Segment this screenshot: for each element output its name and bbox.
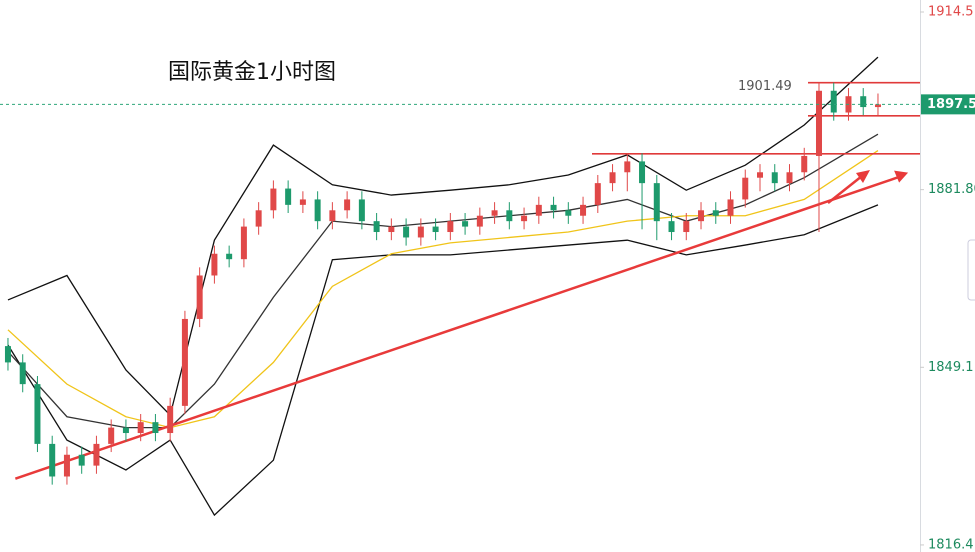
candle-body [506, 210, 513, 222]
candle-body [757, 172, 764, 178]
trend-line [14, 175, 901, 480]
trend-arrow-head [894, 170, 909, 183]
candle-body [830, 90, 837, 113]
candle-body [108, 427, 115, 444]
candle-body [34, 384, 41, 444]
candle-body [78, 454, 85, 466]
y-tick-label: 1849.1 [928, 360, 974, 375]
candle-body [815, 90, 822, 156]
candle-body [240, 226, 247, 260]
candle-body [181, 318, 188, 406]
candle-body [285, 188, 292, 205]
indicator-line [7, 56, 879, 417]
candle-body [462, 221, 469, 227]
candle-body [535, 204, 542, 216]
candle-body [712, 210, 719, 216]
candle-body [196, 275, 203, 319]
candle-body [432, 226, 439, 233]
last-price-box [921, 94, 975, 115]
candle-body [476, 215, 483, 227]
candle-body [122, 427, 129, 434]
candle-body [226, 253, 233, 260]
candle-body [801, 155, 808, 173]
candle-body [580, 204, 587, 216]
candle-body [594, 183, 601, 205]
candle-body [786, 172, 793, 184]
candle-body [491, 210, 498, 216]
candle-body [624, 161, 631, 173]
candle-body [403, 226, 410, 238]
y-tick-label: 1881.80 [928, 182, 975, 197]
candle-body [698, 210, 705, 222]
candle-body [329, 210, 336, 222]
level-label: 1901.49 [738, 79, 792, 94]
candle-body [4, 346, 11, 363]
candle-body [152, 422, 159, 434]
chart-title: 国际黄金1小时图 [168, 60, 336, 85]
small-arrow-head [856, 170, 870, 183]
candle-body [63, 454, 70, 477]
candle-body [860, 96, 867, 108]
candle-body [167, 405, 174, 434]
candle-body [137, 422, 144, 434]
candle-body [299, 199, 306, 205]
candle-body [314, 199, 321, 222]
candle-body [639, 161, 646, 184]
candle-body [270, 188, 277, 211]
candle-body [19, 362, 26, 385]
candle-body [373, 221, 380, 233]
candle-body [609, 172, 616, 184]
candle-body [344, 199, 351, 211]
candle-body [255, 210, 262, 227]
candle-body [565, 210, 572, 216]
candle-body [521, 215, 528, 222]
candle-body [93, 443, 100, 466]
last-price-label: 1897.5 [927, 97, 975, 112]
candle-body [653, 183, 660, 222]
candle-body [668, 221, 675, 233]
candle-body [49, 443, 56, 477]
y-tick-label: 1816.4 [928, 537, 974, 552]
candle-body [771, 172, 778, 184]
y-tick-label: 1914.5 [928, 5, 974, 20]
candle-body [683, 221, 690, 233]
candle-body [742, 177, 749, 200]
small-arrow [827, 175, 863, 204]
candle-body [211, 253, 218, 276]
candle-body [874, 104, 881, 108]
indicator-line [7, 204, 879, 517]
candle-body [550, 204, 557, 211]
candle-body [447, 221, 454, 233]
candle-body [388, 226, 395, 233]
candle-body [417, 226, 424, 238]
candle-body [358, 199, 365, 222]
scroll-handle[interactable] [967, 239, 975, 301]
candle-body [727, 199, 734, 216]
